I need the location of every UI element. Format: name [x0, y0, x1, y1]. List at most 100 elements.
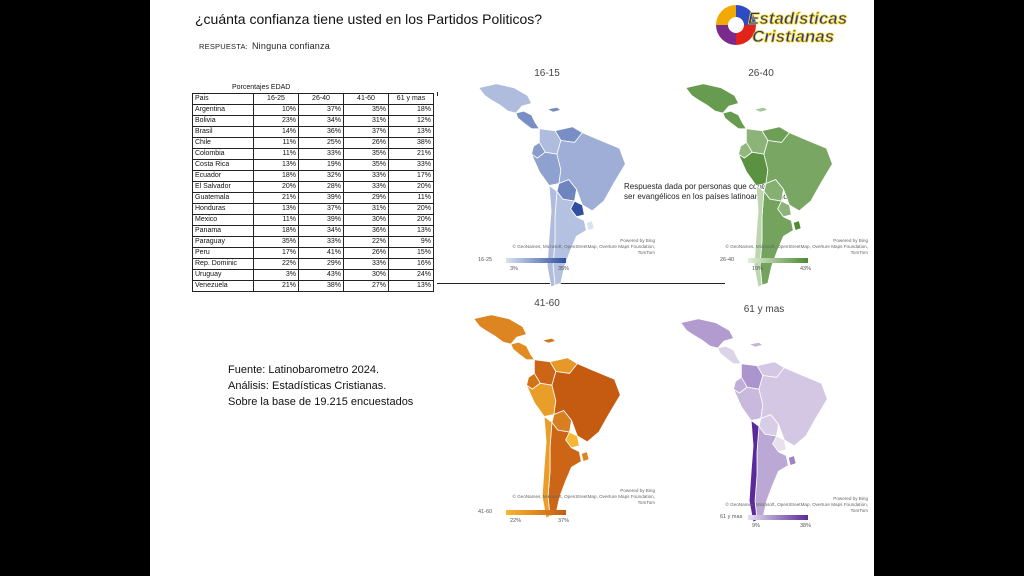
percent-cell: 13% — [388, 225, 434, 237]
percent-cell: 38% — [298, 280, 344, 292]
map-region-central — [722, 110, 748, 130]
percent-cell: 33% — [343, 258, 389, 270]
percent-cell: 18% — [253, 170, 299, 182]
map-title: 26-40 — [748, 68, 774, 79]
country-cell: Uruguay — [192, 269, 254, 281]
percent-cell: 28% — [298, 181, 344, 193]
map-title: 61 y mas — [743, 304, 785, 315]
percent-cell: 31% — [343, 115, 389, 127]
map-attribution-line: Powered by Bing — [833, 496, 868, 501]
percent-cell: 33% — [298, 148, 344, 160]
logo-line2: Cristianas — [752, 27, 834, 46]
map-region-central — [515, 110, 541, 130]
logo-line1: Estadísticas — [748, 9, 847, 28]
map-attribution: Powered by Bing © GeoNames, Microsoft, Op… — [505, 238, 655, 256]
legend-name: 26-40 — [720, 257, 735, 263]
country-cell: Guatemala — [192, 192, 254, 204]
percent-cell: 35% — [253, 236, 299, 248]
country-cell: Venezuela — [192, 280, 254, 292]
percent-cell: 25% — [298, 137, 344, 149]
table-row: Guatemala 21% 39% 29% 11% — [192, 192, 434, 204]
map-region-caribbean — [752, 106, 769, 113]
percent-cell: 37% — [298, 104, 344, 116]
table-header-cell: 41-60 — [343, 93, 389, 105]
map-attribution-line: © GeoNames, Microsoft, OpenStreetMap, Ov… — [725, 244, 868, 255]
legend-gradient-bar — [506, 510, 566, 515]
country-cell: Brasil — [192, 126, 254, 138]
percent-cell: 15% — [388, 247, 434, 259]
percent-cell: 37% — [298, 203, 344, 215]
choropleth-map-61-y-mas — [680, 318, 828, 523]
choropleth-map-16-25 — [478, 83, 626, 288]
map-attribution: Powered by Bing © GeoNames, Microsoft, Op… — [718, 496, 868, 514]
table-row: Paraguay 35% 33% 22% 9% — [192, 236, 434, 248]
table-row: Colombia 11% 33% 35% 21% — [192, 148, 434, 160]
table-row: Honduras 13% 37% 31% 20% — [192, 203, 434, 215]
percent-cell: 33% — [343, 181, 389, 193]
legend-min-label: 9% — [752, 523, 760, 529]
map-region-uruguay — [585, 220, 595, 231]
percent-cell: 34% — [298, 115, 344, 127]
map-region-mexico — [478, 83, 533, 114]
map-attribution-line: © GeoNames, Microsoft, OpenStreetMap, Ov… — [725, 502, 868, 513]
respondent-note: Respuesta dada por personas que contesta… — [624, 182, 794, 201]
percent-cell: 21% — [253, 192, 299, 204]
country-cell: Rep. Dominic — [192, 258, 254, 270]
percent-cell: 13% — [253, 203, 299, 215]
table-row: Chile 11% 25% 26% 38% — [192, 137, 434, 149]
percent-cell: 13% — [388, 280, 434, 292]
percent-cell: 17% — [388, 170, 434, 182]
map-region-central — [717, 345, 743, 365]
map-region-caribbean — [545, 106, 562, 113]
percent-cell: 41% — [298, 247, 344, 259]
percent-cell: 11% — [388, 192, 434, 204]
table-row: Peru 17% 41% 26% 15% — [192, 247, 434, 259]
country-cell: Panama — [192, 225, 254, 237]
response-label: RESPUESTA: Ninguna confianza — [199, 41, 330, 51]
percent-cell: 23% — [253, 115, 299, 127]
percent-cell: 9% — [388, 236, 434, 248]
table-header-cell: 16-25 — [253, 93, 299, 105]
percent-cell: 20% — [388, 214, 434, 226]
percent-cell: 18% — [388, 104, 434, 116]
map-region-mexico — [473, 314, 528, 345]
legend-name: 41-60 — [478, 509, 493, 515]
percent-cell: 12% — [388, 115, 434, 127]
table-row: El Salvador 20% 28% 33% 20% — [192, 181, 434, 193]
response-label-key: RESPUESTA: — [199, 42, 248, 51]
estadisticas-cristianas-logo: Estadísticas Cristianas — [716, 5, 848, 46]
table-row: Rep. Dominic 22% 29% 33% 16% — [192, 258, 434, 270]
country-cell: Paraguay — [192, 236, 254, 248]
source-line-2: Análisis: Estadísticas Cristianas. — [228, 380, 387, 392]
table-row: Brasil 14% 36% 37% 13% — [192, 126, 434, 138]
country-cell: Ecuador — [192, 170, 254, 182]
legend-gradient-bar — [748, 258, 808, 263]
percent-cell: 30% — [343, 214, 389, 226]
percent-cell: 29% — [343, 192, 389, 204]
percent-cell: 39% — [298, 214, 344, 226]
percent-cell: 3% — [253, 269, 299, 281]
percent-cell: 20% — [388, 181, 434, 193]
table-row: Mexico 11% 39% 30% 20% — [192, 214, 434, 226]
legend-gradient-bar — [506, 258, 566, 263]
percent-cell: 11% — [253, 137, 299, 149]
map-attribution-line: Powered by Bing — [620, 238, 655, 243]
percent-cell: 26% — [343, 137, 389, 149]
percent-cell: 16% — [388, 258, 434, 270]
percent-cell: 14% — [253, 126, 299, 138]
country-cell: Mexico — [192, 214, 254, 226]
percent-cell: 43% — [298, 269, 344, 281]
legend-max-label: 37% — [558, 518, 570, 524]
country-cell: Bolivia — [192, 115, 254, 127]
slide: ¿cuánta confianza tiene usted en los Par… — [150, 0, 874, 576]
percent-cell: 11% — [253, 148, 299, 160]
percent-cell: 18% — [253, 225, 299, 237]
percent-cell: 20% — [388, 203, 434, 215]
map-region-mexico — [680, 318, 735, 349]
legend-max-label: 38% — [800, 523, 812, 529]
map-region-peru — [525, 382, 557, 417]
map-region-brasil — [551, 363, 621, 443]
source-note: Fuente: Latinobarometro 2024. Análisis: … — [228, 362, 413, 410]
table-row: Ecuador 18% 32% 33% 17% — [192, 170, 434, 182]
legend-gradient-bar — [748, 515, 808, 520]
